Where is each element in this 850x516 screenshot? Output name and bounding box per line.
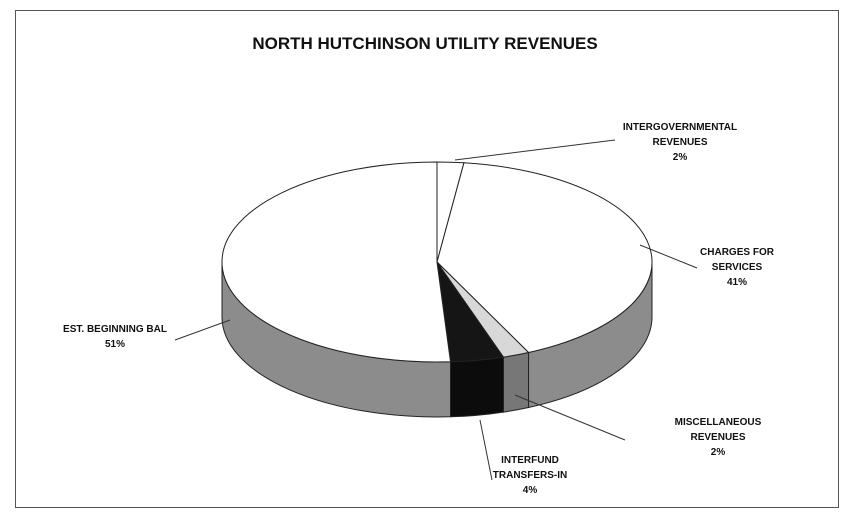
- slice-label: INTERGOVERNMENTAL REVENUES 2%: [605, 120, 755, 165]
- value-label: 2%: [672, 152, 688, 163]
- leader-line: [639, 244, 698, 269]
- value-label: 2%: [710, 447, 726, 458]
- pie-slice: [221, 161, 452, 363]
- slice-label: EST. BEGINNING BAL 51%: [40, 322, 190, 352]
- slice-label: CHARGES FOR SERVICES 41%: [692, 245, 782, 290]
- value-label: 51%: [104, 339, 125, 350]
- value-label: 41%: [726, 277, 747, 288]
- pie-slice-side: [450, 356, 504, 418]
- leader-line: [454, 139, 616, 161]
- leader-line: [514, 394, 626, 441]
- leader-line: [174, 319, 231, 341]
- chart-frame: [15, 10, 839, 508]
- category-label: EST. BEGINNING BAL: [63, 324, 167, 335]
- slice-label: INTERFUND TRANSFERS-IN 4%: [490, 453, 570, 498]
- category-label: CHARGES FOR SERVICES: [700, 247, 774, 273]
- value-label: 4%: [522, 485, 538, 496]
- category-label: MISCELLANEOUS REVENUES: [674, 417, 762, 443]
- pie-slice: [436, 162, 653, 354]
- leader-line: [479, 419, 493, 481]
- category-label: INTERFUND TRANSFERS-IN: [492, 455, 568, 481]
- category-label: INTERGOVERNMENTAL REVENUES: [622, 122, 738, 148]
- chart-title: NORTH HUTCHINSON UTILITY REVENUES: [252, 34, 598, 53]
- slice-label: MISCELLANEOUS REVENUES 2%: [668, 415, 768, 460]
- pie-slice-side: [502, 351, 530, 413]
